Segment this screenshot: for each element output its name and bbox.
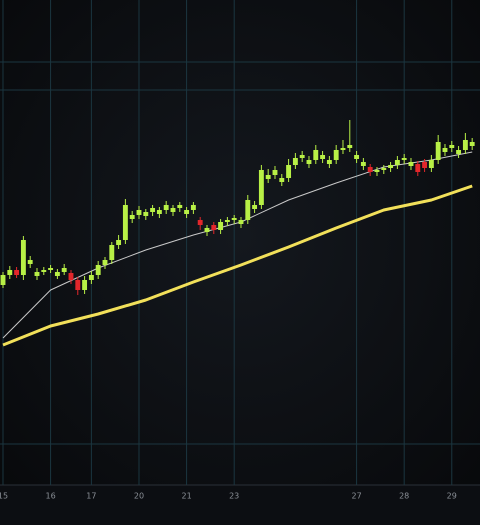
x-axis-strip [0, 485, 480, 525]
candle-body [299, 155, 305, 158]
candle-body [27, 260, 33, 264]
candle-body [224, 220, 230, 222]
candle-body [442, 148, 448, 152]
candle-body [258, 170, 264, 205]
candle-body [360, 162, 366, 166]
candle-body [238, 220, 244, 224]
candle-body [109, 245, 115, 260]
candle-body [449, 145, 455, 148]
candle-body [48, 268, 54, 270]
candle-body [428, 160, 434, 168]
candle-body [394, 160, 400, 165]
candle-body [462, 140, 468, 150]
candle-body [190, 205, 196, 210]
candle-body [204, 228, 210, 232]
candle-body [143, 212, 149, 216]
candle-body [136, 210, 142, 215]
candle-body [286, 165, 292, 178]
x-tick-label: 16 [45, 492, 55, 501]
candle-body [156, 210, 162, 214]
candle-body [34, 272, 40, 276]
x-tick-label: 29 [447, 492, 457, 501]
x-tick-label: 20 [134, 492, 144, 501]
candle-body [82, 280, 88, 290]
candle-body [422, 162, 428, 168]
candle-body [14, 270, 20, 275]
candle-body [272, 170, 278, 175]
candle-body [408, 162, 414, 166]
candle-body [68, 273, 74, 280]
candle-body [150, 208, 156, 212]
candle-body [326, 160, 332, 164]
x-tick-label: 21 [181, 492, 191, 501]
candle-body [129, 215, 135, 219]
candle-body [435, 142, 441, 160]
candle-body [61, 268, 67, 272]
candle-body [218, 222, 224, 230]
candle-body [388, 165, 394, 168]
candle-body [116, 240, 122, 245]
candle-body [252, 205, 258, 209]
x-tick-label: 28 [399, 492, 409, 501]
candle-body [306, 160, 312, 164]
candle-body [415, 164, 421, 172]
candle-body [95, 265, 101, 275]
candle-body [102, 260, 108, 265]
candle-body [469, 142, 475, 146]
candle-body [374, 170, 380, 172]
candle-body [333, 150, 339, 160]
x-tick-label: 15 [0, 492, 8, 501]
candle-body [0, 275, 6, 285]
candle-body [340, 148, 346, 150]
candle-body [88, 275, 94, 280]
candle-body [279, 178, 285, 182]
candle-body [456, 150, 462, 154]
candle-body [170, 208, 176, 212]
candle-body [292, 158, 298, 165]
moving-average-line [2, 184, 473, 347]
candle-body [7, 270, 13, 275]
candle-body [184, 210, 190, 214]
candle-body [265, 175, 271, 179]
candle-body [347, 145, 353, 148]
candle-body [401, 158, 407, 160]
candle-body [177, 205, 183, 208]
x-tick-label: 17 [86, 492, 96, 501]
candle-body [197, 220, 203, 225]
x-tick-label: 27 [351, 492, 361, 501]
candle-body [122, 205, 128, 240]
candle-body [381, 168, 387, 170]
candle-body [20, 240, 26, 275]
x-tick-label: 23 [229, 492, 239, 501]
candle-body [41, 270, 47, 272]
candle-body [245, 200, 251, 220]
candle-body [367, 167, 373, 172]
candle-body [354, 155, 360, 159]
candle-body [75, 280, 81, 290]
candle-body [320, 155, 326, 159]
candle-body [231, 218, 237, 220]
candle-body [211, 225, 217, 230]
candle-body [313, 150, 319, 160]
candle-body [163, 205, 169, 210]
candle-body [54, 272, 60, 276]
